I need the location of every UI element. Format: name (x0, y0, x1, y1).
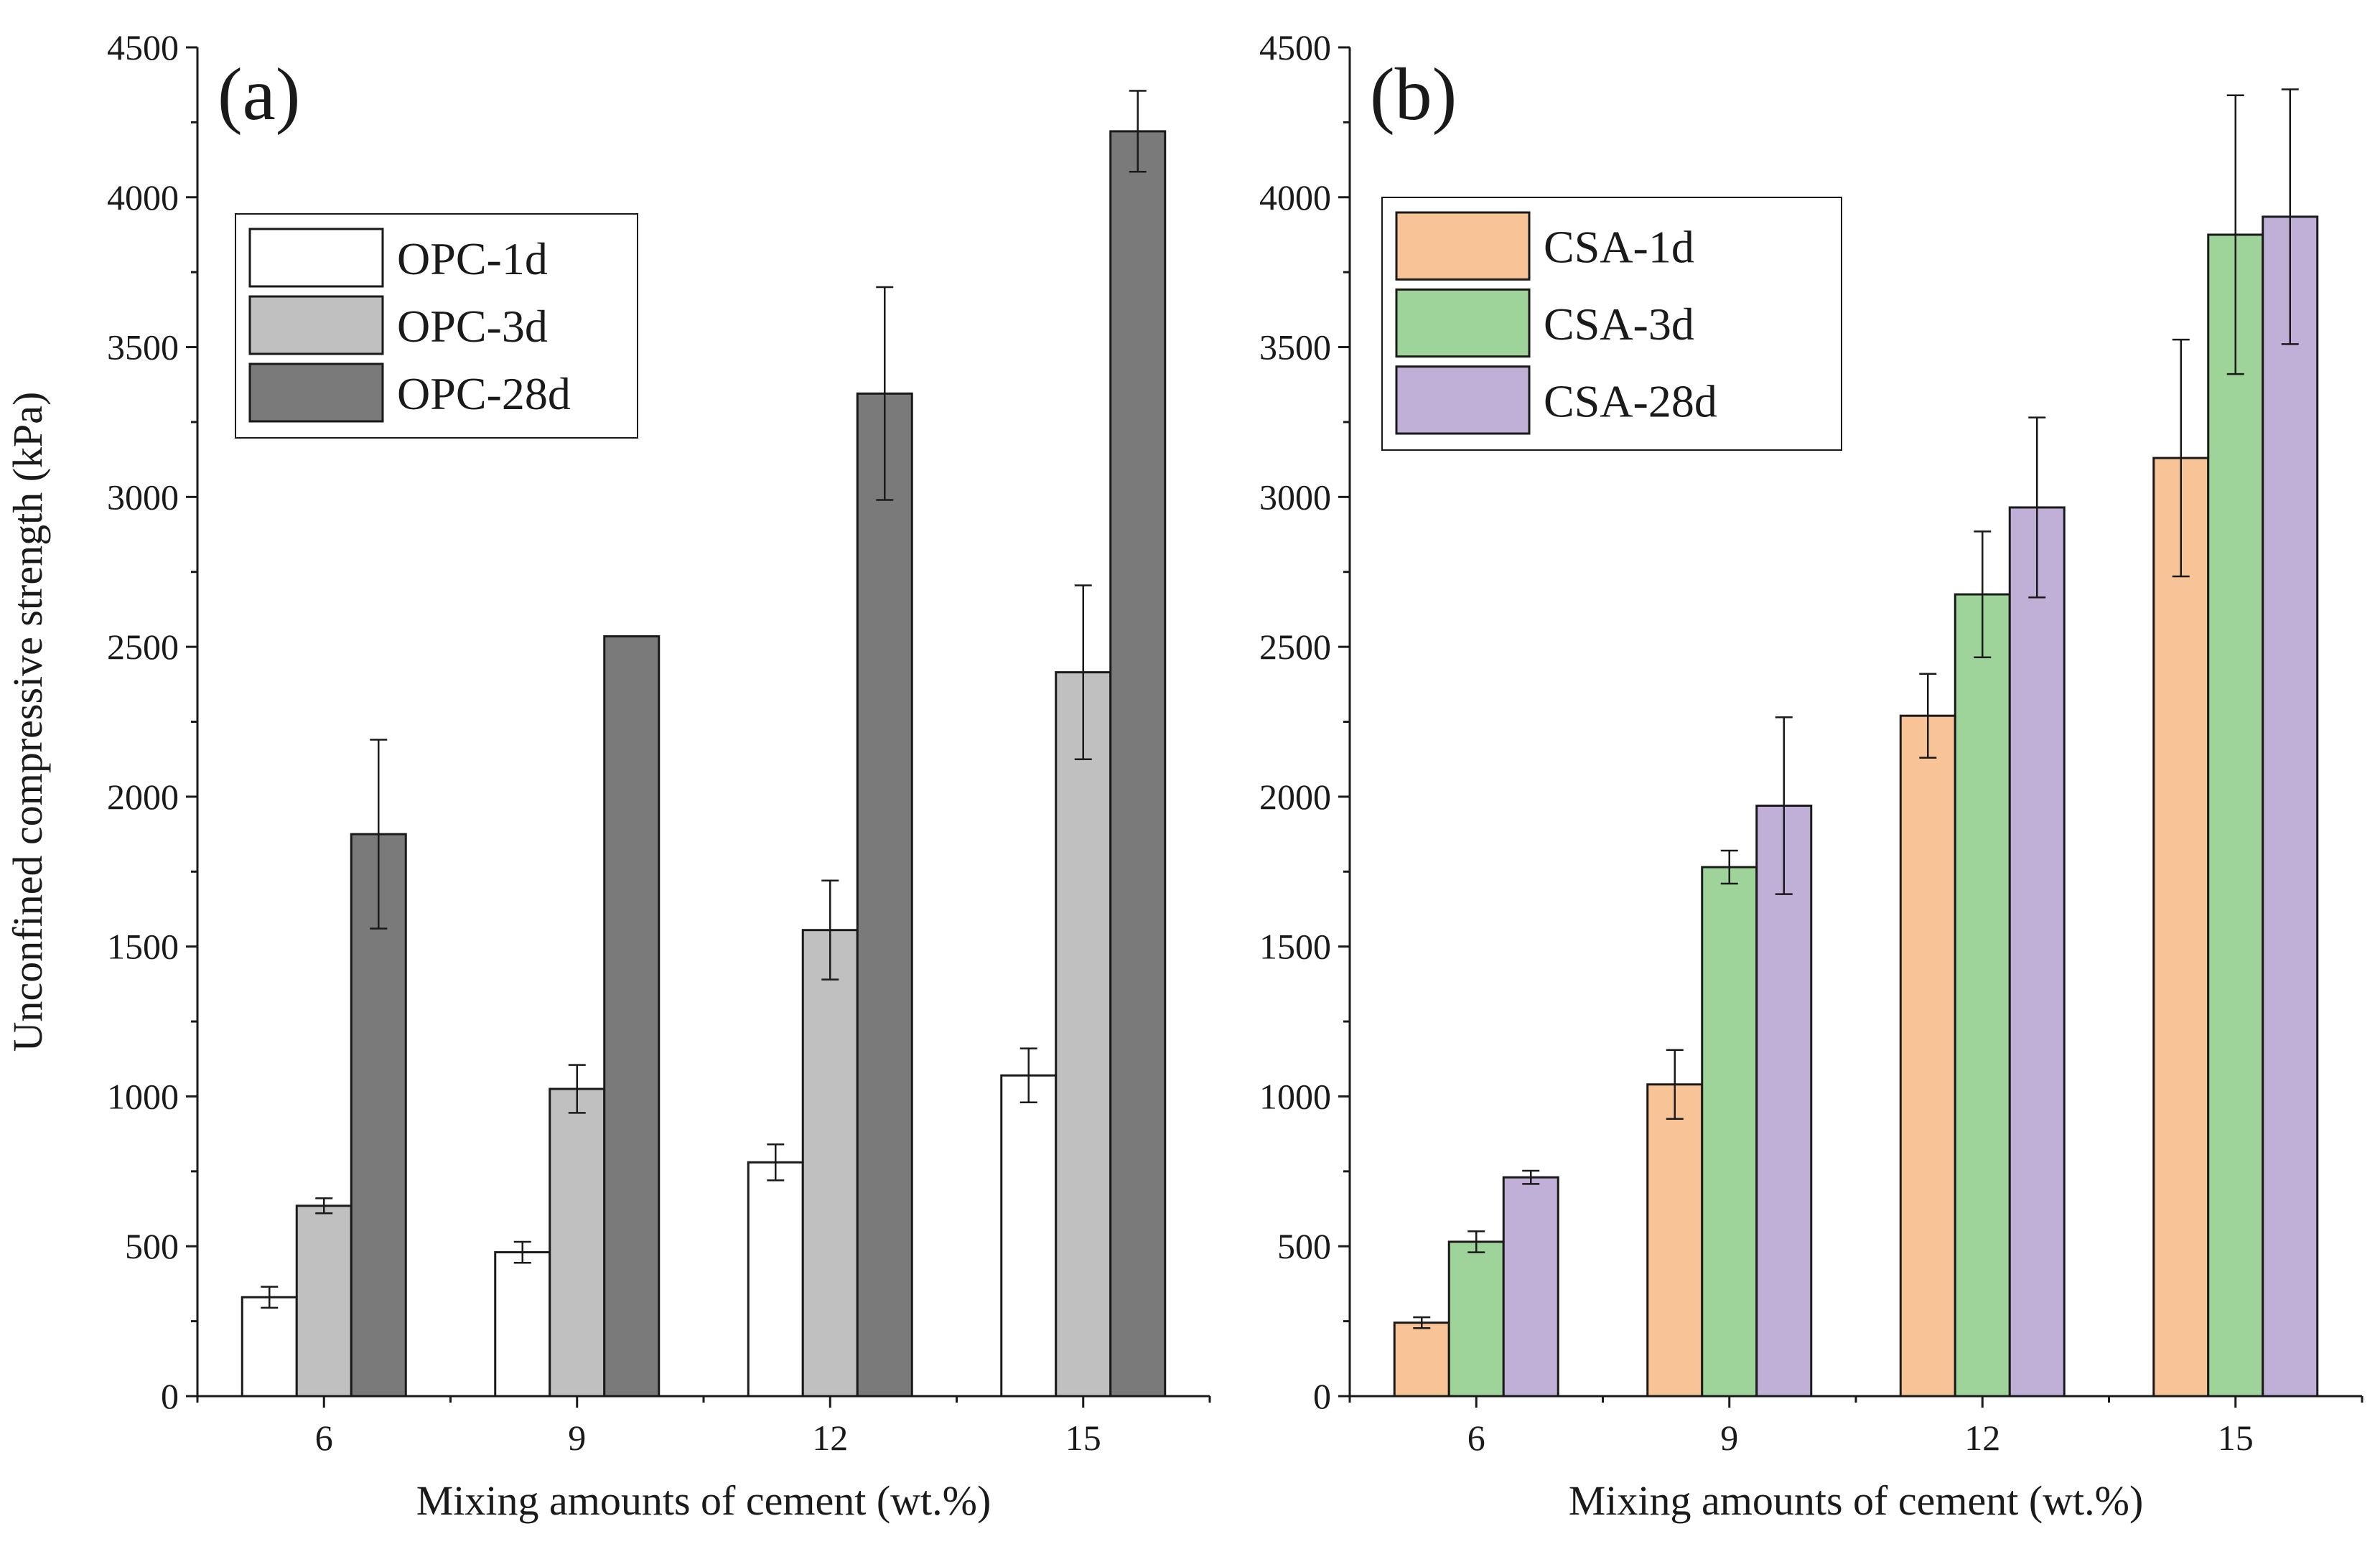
legend-label-csa-28d: CSA-28d (1544, 375, 1717, 426)
legend-label-opc-28d: OPC-28d (397, 368, 571, 419)
y-tick-label: 4000 (1259, 177, 1331, 217)
bar-opc-3d-12 (801, 929, 859, 1398)
legend-swatch-opc-3d (248, 295, 384, 355)
bar-csa-28d-12 (2008, 506, 2066, 1398)
legend-label-opc-1d: OPC-1d (397, 233, 548, 284)
legend-swatch-opc-28d (248, 362, 384, 423)
legend-label-csa-1d: CSA-1d (1544, 222, 1694, 273)
y-tick-label: 1500 (107, 927, 179, 967)
y-tick-label: 0 (1313, 1376, 1331, 1416)
y-tick-label: 3500 (107, 327, 179, 368)
x-tick-label: 9 (568, 1418, 586, 1458)
panel-label: (b) (1370, 53, 1457, 136)
bar-opc-3d-9 (549, 1087, 606, 1398)
bar-csa-1d-9 (1646, 1083, 1704, 1398)
y-tick-label: 500 (125, 1226, 179, 1266)
panel-label: (a) (218, 53, 300, 136)
bar-opc-1d-15 (1000, 1074, 1058, 1398)
bar-opc-1d-9 (494, 1251, 551, 1398)
bar-opc-28d-9 (603, 635, 661, 1398)
y-tick-label: 4500 (1259, 27, 1331, 67)
bar-csa-3d-12 (1954, 593, 2011, 1398)
y-tick-label: 2000 (107, 777, 179, 817)
y-tick-label: 500 (1277, 1226, 1331, 1266)
legend-label-opc-3d: OPC-3d (397, 301, 548, 352)
x-tick-label: 6 (315, 1418, 333, 1458)
x-tick-label: 15 (2218, 1418, 2254, 1458)
bar-opc-28d-15 (1109, 130, 1167, 1398)
bar-opc-3d-6 (295, 1204, 353, 1398)
panel-b: 0 500 1000 1500 2000 2500 3000 3500 4000 4500 6 9 12… (1259, 27, 2363, 1524)
x-tick-label: 9 (1720, 1418, 1738, 1458)
y-tick-label: 0 (161, 1376, 179, 1416)
legend-label-csa-3d: CSA-3d (1544, 299, 1694, 350)
bar-csa-3d-15 (2207, 233, 2264, 1398)
legend: CSA-1d CSA-3d CSA-28d (1381, 197, 1842, 451)
y-tick-label: 2000 (1259, 777, 1331, 817)
y-tick-label: 3000 (1259, 477, 1331, 517)
bar-csa-28d-6 (1502, 1176, 1559, 1398)
y-tick-label: 4000 (107, 177, 179, 217)
y-tick-label: 1500 (1259, 927, 1331, 967)
y-tick-label: 3000 (107, 477, 179, 517)
bar-opc-3d-15 (1055, 671, 1112, 1398)
y-tick-label: 1000 (107, 1076, 179, 1116)
y-tick-label: 1000 (1259, 1076, 1331, 1116)
y-tick-label: 4500 (107, 27, 179, 67)
x-axis-title: Mixing amounts of cement (wt.%) (1569, 1477, 2144, 1524)
x-tick-label: 15 (1065, 1418, 1101, 1458)
y-tick-label: 3500 (1259, 327, 1331, 368)
bar-opc-1d-12 (747, 1161, 804, 1398)
x-axis-title: Mixing amounts of cement (wt.%) (416, 1477, 991, 1524)
legend: OPC-1d OPC-3d OPC-28d (235, 213, 638, 439)
x-tick-label: 6 (1467, 1418, 1485, 1458)
bar-csa-1d-15 (2152, 457, 2210, 1398)
bar-csa-3d-6 (1447, 1240, 1505, 1398)
legend-swatch-opc-1d (248, 228, 384, 288)
legend-swatch-csa-3d (1395, 288, 1531, 358)
x-tick-label: 12 (812, 1418, 848, 1458)
y-axis-title: Unconfined compressive strength (kPa) (4, 392, 51, 1052)
bar-opc-1d-6 (241, 1296, 298, 1398)
bar-csa-1d-6 (1393, 1321, 1450, 1398)
panel-a: 0 500 1000 1500 2000 2500 3000 3500 4000 4500 6 9 12… (4, 27, 1211, 1524)
bar-csa-1d-12 (1899, 714, 1956, 1398)
bar-opc-28d-12 (856, 392, 913, 1398)
bar-csa-3d-9 (1701, 866, 1758, 1398)
x-tick-label: 12 (1964, 1418, 2000, 1458)
bar-csa-28d-15 (2262, 215, 2319, 1398)
y-tick-label: 2500 (107, 627, 179, 667)
legend-swatch-csa-1d (1395, 211, 1531, 281)
y-tick-label: 2500 (1259, 627, 1331, 667)
legend-swatch-csa-28d (1395, 365, 1531, 435)
